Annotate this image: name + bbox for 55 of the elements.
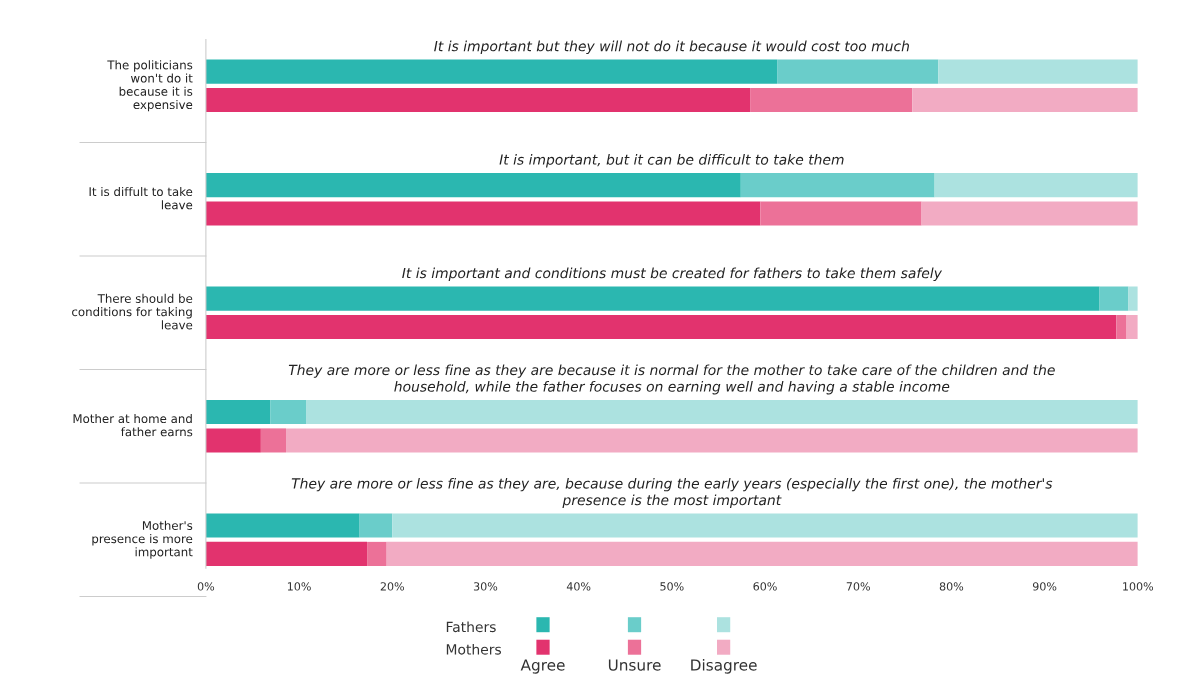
bar bbox=[205, 428, 261, 453]
bar bbox=[1116, 314, 1127, 340]
bar bbox=[359, 513, 393, 538]
legend-label: Disagree bbox=[691, 658, 757, 674]
x-tick-label: 90% bbox=[1032, 582, 1057, 591]
x-tick-label: 50% bbox=[660, 582, 684, 591]
x-tick-label: 0% bbox=[197, 582, 215, 591]
bar bbox=[205, 286, 1100, 311]
bar bbox=[306, 400, 1138, 425]
bar bbox=[912, 87, 1138, 113]
x-tick-label: 60% bbox=[753, 582, 777, 591]
legend-label: Unsure bbox=[608, 659, 661, 671]
x-tick-label: 20% bbox=[380, 582, 404, 591]
bar bbox=[205, 173, 741, 198]
bar bbox=[367, 541, 387, 566]
legend-label: Agree bbox=[520, 659, 565, 674]
bar bbox=[1099, 286, 1129, 311]
bar bbox=[1128, 286, 1138, 311]
y-tick-label: It is diffult to take leave bbox=[89, 186, 193, 210]
bar bbox=[750, 87, 913, 113]
x-tick-label: 80% bbox=[939, 582, 964, 591]
annotation: It is important, but it can be difficult to take them bbox=[499, 154, 844, 168]
annotation: It is important but they will not do it because it would cost too much bbox=[434, 40, 909, 55]
y-tick-label: There should be conditions for taking leave bbox=[72, 293, 193, 330]
y-tick-label: The politicians won't do it because it is expensive bbox=[107, 60, 193, 112]
bar bbox=[392, 513, 1138, 538]
bar bbox=[760, 201, 922, 226]
bar bbox=[921, 201, 1138, 226]
y-tick-label: Mother at home and father earns bbox=[73, 413, 193, 437]
bar bbox=[205, 87, 751, 113]
x-tick-label: 70% bbox=[846, 582, 870, 591]
x-tick-label: 30% bbox=[473, 582, 498, 591]
text: Mothers bbox=[446, 643, 502, 655]
bar bbox=[777, 59, 939, 84]
bar bbox=[205, 59, 778, 84]
bar bbox=[938, 59, 1138, 84]
bar bbox=[205, 513, 360, 538]
bar bbox=[740, 173, 935, 198]
x-tick-label: 10% bbox=[287, 582, 311, 591]
x-tick-label: 40% bbox=[566, 582, 591, 591]
bar bbox=[205, 541, 368, 566]
annotation: They are more or less fine as they are because it is normal for the mother to take care of the children and the household, while the father focuses on earning well and having a stable income bbox=[288, 364, 1055, 395]
bar bbox=[934, 173, 1138, 198]
y-tick-label: Mother's presence is more important bbox=[92, 520, 193, 559]
bar bbox=[205, 314, 1117, 340]
annotation: It is important and conditions must be created for fathers to take them safely bbox=[402, 267, 943, 281]
bar bbox=[260, 428, 287, 453]
bar bbox=[286, 428, 1138, 453]
bar bbox=[386, 541, 1138, 566]
text: Fathers bbox=[446, 621, 496, 633]
x-tick-label: 100% bbox=[1123, 582, 1154, 591]
bar bbox=[205, 400, 271, 425]
bar bbox=[270, 400, 307, 425]
bar bbox=[205, 201, 761, 226]
annotation: They are more or less fine as they are, because during the early years (especially the first one), the mother's presence is the most important bbox=[291, 477, 1053, 508]
